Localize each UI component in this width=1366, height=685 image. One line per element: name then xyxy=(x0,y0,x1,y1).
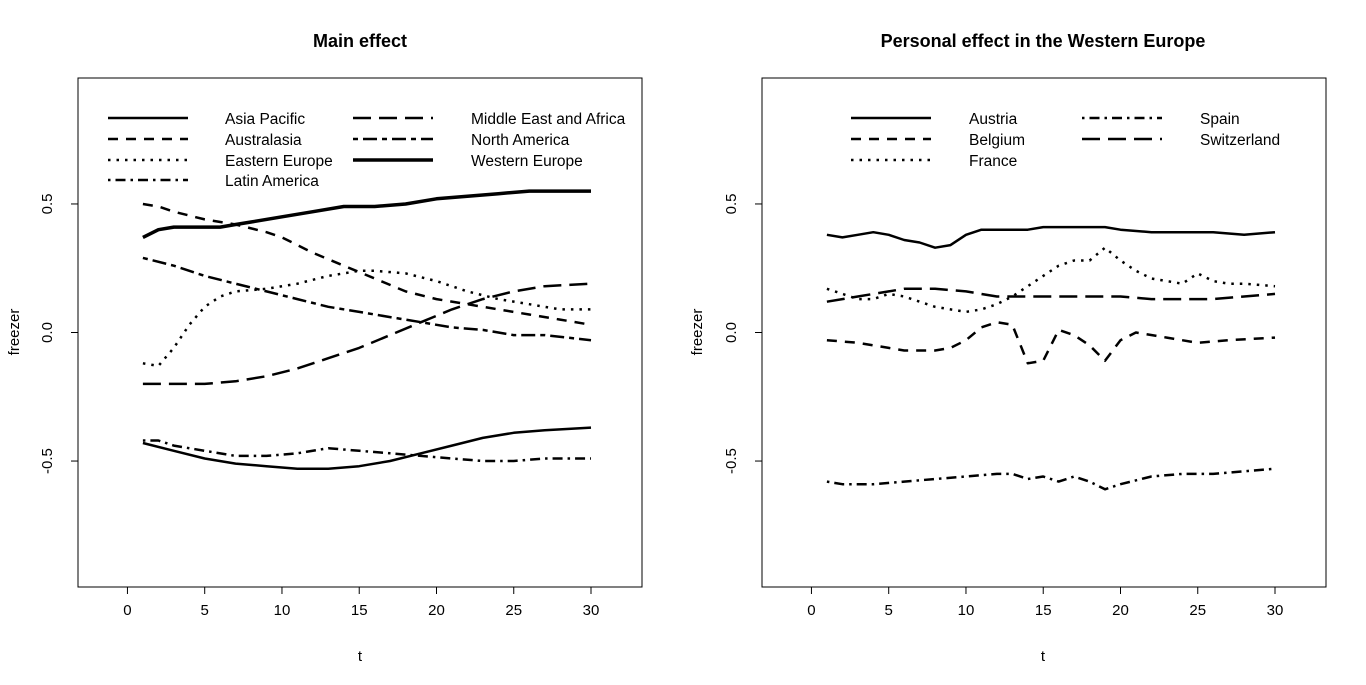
x-axis: 0 5 10 15 20 25 30 xyxy=(807,586,1284,619)
series-line-latin-america xyxy=(142,439,591,463)
series-line-france xyxy=(826,246,1276,314)
x-axis-label: t xyxy=(358,648,363,665)
series-lines xyxy=(826,225,1276,491)
y-axis: -0.5 0.0 0.5 xyxy=(39,194,79,474)
y-axis-label: freezer xyxy=(6,309,23,356)
legend: Asia Pacific Australasia Eastern Europe … xyxy=(108,111,626,190)
legend: Austria Belgium France Spain Switzerland xyxy=(851,111,1280,170)
panel-personal-effect: Personal effect in the Western Europe t … xyxy=(689,31,1327,665)
x-tick-label: 10 xyxy=(274,602,291,619)
legend-label-australasia: Australasia xyxy=(225,132,302,149)
x-tick-label: 30 xyxy=(1267,602,1284,619)
series-line-western-europe xyxy=(142,189,591,239)
chart-title: Personal effect in the Western Europe xyxy=(881,31,1206,51)
x-tick-label: 20 xyxy=(1112,602,1129,619)
series-line-eastern-europe xyxy=(142,269,591,368)
x-tick-label: 15 xyxy=(351,602,368,619)
y-axis: -0.5 0.0 0.5 xyxy=(723,194,763,474)
legend-label-spain: Spain xyxy=(1200,111,1240,128)
y-axis-label: freezer xyxy=(689,309,706,356)
plot-frame xyxy=(761,77,1327,588)
series-line-australasia xyxy=(142,202,592,327)
x-tick-label: 10 xyxy=(958,602,975,619)
y-tick-label: 0.5 xyxy=(39,194,56,215)
x-axis-label: t xyxy=(1041,648,1046,665)
series-line-austria xyxy=(826,225,1276,249)
x-tick-label: 15 xyxy=(1035,602,1052,619)
y-tick-label: -0.5 xyxy=(39,448,56,474)
x-tick-label: 20 xyxy=(428,602,445,619)
series-line-north-america xyxy=(142,256,592,342)
x-tick-label: 25 xyxy=(505,602,522,619)
series-line-asia-pacific xyxy=(142,426,592,470)
y-tick-label: 0.5 xyxy=(723,194,740,215)
x-tick-label: 0 xyxy=(123,602,131,619)
series-line-belgium xyxy=(826,320,1276,365)
legend-label-north-america: North America xyxy=(471,132,570,149)
chart-title: Main effect xyxy=(313,31,407,51)
legend-label-latin-america: Latin America xyxy=(225,173,319,190)
legend-label-austria: Austria xyxy=(969,111,1018,128)
x-axis: 0 5 10 15 20 25 30 xyxy=(123,586,600,619)
panel-main-effect: Main effect t freezer 0 5 10 15 20 25 30 -0.5 0… xyxy=(6,31,643,665)
y-tick-label: -0.5 xyxy=(723,448,740,474)
series-line-spain xyxy=(826,467,1276,491)
legend-label-western-europe: Western Europe xyxy=(471,153,583,170)
y-tick-label: 0.0 xyxy=(39,322,56,343)
legend-label-asia-pacific: Asia Pacific xyxy=(225,111,305,128)
x-tick-label: 30 xyxy=(583,602,600,619)
x-tick-label: 5 xyxy=(201,602,209,619)
x-tick-label: 25 xyxy=(1189,602,1206,619)
series-line-switzerland xyxy=(826,287,1276,303)
legend-label-eastern-europe: Eastern Europe xyxy=(225,153,333,170)
legend-label-middle-east-africa: Middle East and Africa xyxy=(471,111,626,128)
series-lines xyxy=(142,189,592,470)
x-tick-label: 5 xyxy=(885,602,893,619)
legend-label-belgium: Belgium xyxy=(969,132,1025,149)
series-line-middle-east-and-africa xyxy=(142,282,592,386)
legend-label-france: France xyxy=(969,153,1017,170)
x-tick-label: 0 xyxy=(807,602,815,619)
y-tick-label: 0.0 xyxy=(723,322,740,343)
legend-label-switzerland: Switzerland xyxy=(1200,132,1280,149)
